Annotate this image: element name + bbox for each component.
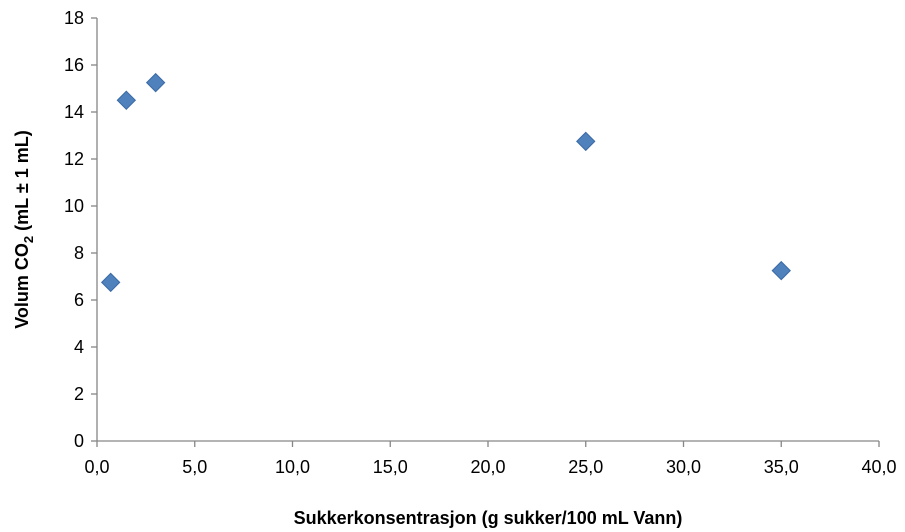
y-tick-label: 4 [74,337,84,357]
data-point [145,72,166,93]
plot-area [100,72,791,293]
x-tick-label: 30,0 [666,457,701,477]
axes [91,17,880,447]
y-axis-title-main: Volum CO [12,243,32,329]
y-tick-label: 2 [74,384,84,404]
data-point [116,90,137,110]
data-point [771,260,791,281]
x-tick-label: 40,0 [861,457,896,477]
y-axis-title-unit: (mL ± 1 mL) [12,130,32,236]
x-tick-label: 25,0 [568,457,603,477]
y-tick-label: 0 [74,431,84,451]
y-tick-label: 16 [64,55,84,75]
x-tick-label: 10,0 [275,457,310,477]
tick-labels: 0,0 5,0 10,0 15,0 20,0 25,0 30,0 35,0 40,0 0 2 4 6 8 1… [64,8,897,477]
y-tick-label: 14 [64,102,84,122]
y-axis-title-subscript: 2 [21,236,36,243]
y-tick-label: 10 [64,196,84,216]
y-tick-label: 18 [64,8,84,28]
x-tick-label: 0,0 [84,457,109,477]
y-tick-label: 6 [74,290,84,310]
x-tick-label: 35,0 [764,457,799,477]
y-tick-label: 12 [64,149,84,169]
x-tick-label: 15,0 [373,457,408,477]
x-tick-label: 5,0 [182,457,207,477]
data-point [576,131,596,152]
x-axis-title: Sukkerkonsentrasjon (g sukker/100 mL Van… [294,508,683,528]
data-point [100,272,121,293]
x-tick-label: 20,0 [470,457,505,477]
y-tick-label: 8 [74,243,84,263]
y-axis-title: Volum CO2 (mL ± 1 mL) [12,130,36,328]
